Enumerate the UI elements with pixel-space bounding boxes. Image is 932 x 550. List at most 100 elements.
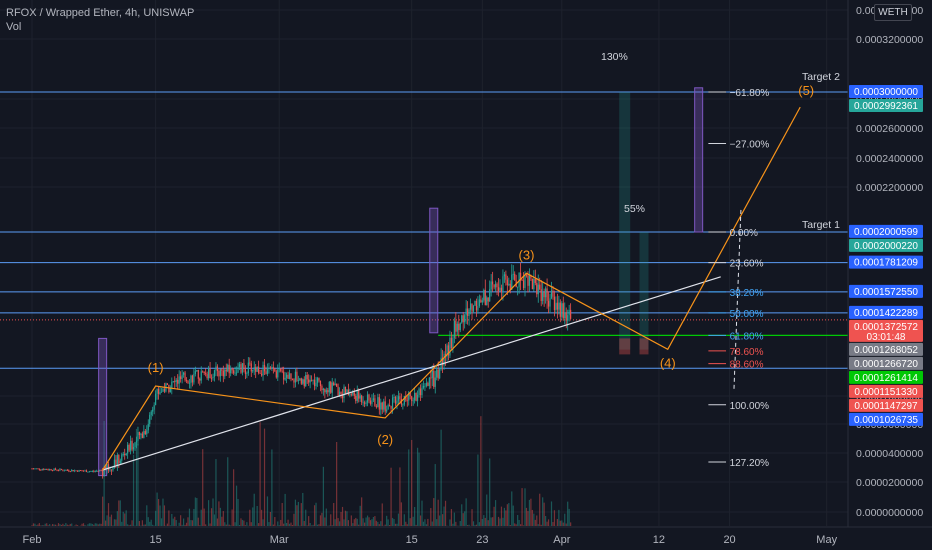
- volume-bar: [68, 525, 70, 526]
- candle-body: [524, 274, 526, 288]
- candle-body: [157, 388, 160, 394]
- volume-bar: [471, 509, 473, 526]
- volume-bar: [333, 503, 335, 526]
- candle-body: [253, 367, 255, 370]
- candle-body: [564, 312, 566, 319]
- volume-bar: [355, 517, 357, 526]
- candle-body: [168, 384, 170, 393]
- volume-bar: [558, 509, 560, 526]
- price-labels: 0.0003000000 0.0002992361 0.0002000599 0.00…: [849, 85, 923, 426]
- volume-bar: [487, 520, 489, 526]
- volume-bar: [324, 517, 326, 526]
- volume-bar: [509, 525, 511, 526]
- candle-body: [65, 469, 67, 471]
- candle-body: [346, 389, 348, 394]
- volume-bar: [94, 523, 96, 526]
- candle-body: [561, 303, 563, 317]
- chart-title: RFOX / Wrapped Ether, 4h, UNISWAP: [6, 7, 195, 19]
- volume-bar: [274, 517, 276, 526]
- candle-body: [543, 292, 545, 298]
- horizontal-levels: [0, 91, 848, 369]
- candle-body: [555, 302, 557, 311]
- candle-body: [197, 370, 199, 379]
- volume-bar: [181, 524, 183, 526]
- volume-bar: [406, 524, 408, 526]
- candle-body: [503, 274, 506, 277]
- price-label-text: 0.0001372572: [854, 322, 918, 333]
- volume-bar: [512, 505, 514, 526]
- candle-body: [508, 283, 510, 286]
- candle-body: [122, 454, 124, 455]
- volume-bar: [493, 506, 495, 526]
- candle-body: [90, 471, 92, 473]
- candle-body: [193, 373, 195, 383]
- candle-body: [391, 397, 394, 409]
- wave-label: (1): [148, 360, 164, 375]
- volume-bar: [43, 525, 45, 526]
- candle-body: [553, 296, 556, 311]
- volume-bar: [552, 522, 554, 526]
- volume-bar: [63, 524, 65, 526]
- candle-body: [336, 383, 338, 387]
- candle-body: [477, 306, 479, 311]
- candle-body: [471, 303, 473, 312]
- price-label-text: 0.0001781209: [854, 258, 918, 269]
- candle-body: [525, 274, 528, 276]
- volume-bar: [194, 497, 196, 526]
- volume-bar: [272, 524, 274, 526]
- candle-body: [215, 366, 217, 371]
- candle-body: [31, 468, 33, 470]
- volume-bar: [130, 524, 132, 526]
- price-tick-label: 0.0000400000: [856, 448, 923, 460]
- volume-bar: [253, 493, 255, 526]
- unit-badge[interactable]: WETH: [874, 4, 912, 21]
- volume-bar: [361, 497, 363, 526]
- volume-bar: [121, 521, 123, 526]
- fib-label: 50.00%: [730, 309, 764, 320]
- candle-body: [266, 367, 269, 374]
- candle-body: [134, 442, 136, 447]
- volume-bar: [490, 517, 492, 526]
- volume-bar: [424, 519, 426, 526]
- volume-bar: [461, 504, 463, 526]
- candle-body: [265, 371, 267, 374]
- volume-bar: [288, 523, 291, 526]
- volume-bar: [49, 524, 51, 526]
- candle-body: [467, 308, 469, 316]
- candle-body: [94, 471, 96, 472]
- volume-bar: [384, 524, 386, 526]
- candle-body: [483, 289, 485, 301]
- volume-bar: [162, 498, 164, 526]
- volume-bar: [337, 518, 339, 526]
- volume-bar: [169, 525, 171, 526]
- volume-bar: [430, 508, 432, 526]
- time-tick-label: 15: [149, 534, 161, 546]
- volume-bar: [546, 521, 548, 526]
- candle-body: [178, 376, 180, 384]
- price-label-box: [849, 319, 923, 342]
- candle-body: [375, 406, 377, 408]
- fib-label: 38.20%: [730, 288, 764, 299]
- candle-body: [166, 383, 168, 385]
- candle-body: [511, 274, 513, 290]
- volume-bar: [359, 505, 361, 526]
- volume-bar: [290, 522, 292, 526]
- candle-body: [96, 470, 98, 472]
- candle-body: [285, 374, 288, 378]
- candle-body: [453, 320, 455, 338]
- volume-bar: [472, 521, 475, 526]
- volume-bar: [362, 518, 364, 526]
- volume-bar: [390, 467, 392, 526]
- candle-body: [349, 394, 351, 396]
- volume-bar: [511, 491, 513, 526]
- volume-bar: [434, 464, 436, 526]
- volume-bar: [147, 517, 149, 526]
- time-tick-label: Feb: [23, 534, 42, 546]
- candle-body: [225, 369, 227, 372]
- volume-bar: [508, 503, 510, 526]
- volume-bar: [543, 502, 545, 526]
- candle-body: [545, 288, 547, 298]
- candle-body: [200, 371, 202, 381]
